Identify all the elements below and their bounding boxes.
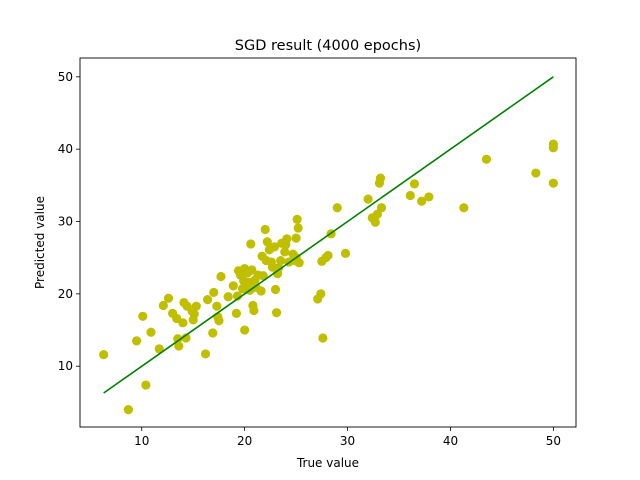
data-point: [294, 258, 304, 268]
data-point: [138, 311, 148, 321]
data-point: [132, 336, 142, 346]
data-point: [375, 173, 386, 183]
data-point: [340, 248, 351, 258]
x-tick-label: 40: [443, 434, 458, 448]
data-point: [240, 325, 250, 335]
data-point: [417, 196, 427, 206]
data-point: [200, 349, 211, 359]
data-point: [376, 203, 387, 213]
data-point: [323, 250, 333, 261]
data-point: [141, 380, 151, 390]
data-point: [256, 286, 266, 296]
data-point: [405, 190, 415, 201]
data-point: [173, 334, 183, 344]
data-point: [282, 234, 292, 244]
data-point: [246, 239, 256, 249]
axes-frame: [79, 57, 577, 428]
y-tick-label: 10: [58, 359, 73, 373]
data-point: [203, 295, 213, 305]
data-point: [481, 154, 492, 164]
data-point: [548, 143, 558, 153]
data-point: [247, 265, 257, 275]
data-point: [249, 305, 259, 316]
data-point: [209, 287, 219, 298]
data-point: [208, 328, 218, 338]
data-point: [318, 333, 328, 343]
data-point: [191, 301, 201, 311]
plot-area: [99, 76, 558, 415]
data-point: [223, 292, 233, 302]
chart-title: SGD result (4000 epochs): [235, 38, 421, 54]
data-point: [370, 217, 380, 227]
data-point: [276, 255, 286, 266]
data-point: [228, 281, 238, 291]
data-point: [531, 168, 541, 178]
y-axis: 10 20 30 40 50: [58, 70, 80, 373]
data-point: [232, 291, 243, 301]
data-point: [231, 308, 242, 319]
y-tick-label: 50: [58, 70, 73, 84]
data-point: [216, 271, 226, 282]
data-point: [424, 192, 434, 202]
data-point: [316, 289, 326, 299]
data-point: [189, 309, 199, 319]
x-tick-label: 50: [546, 434, 561, 448]
data-point: [258, 271, 268, 281]
data-point: [99, 350, 109, 360]
y-tick-label: 20: [58, 287, 73, 301]
data-point: [214, 316, 224, 326]
x-tick-label: 20: [237, 434, 252, 448]
x-tick-label: 10: [134, 434, 149, 448]
data-point: [269, 242, 280, 252]
data-point: [548, 178, 558, 188]
data-point: [270, 284, 281, 295]
data-point: [262, 237, 272, 247]
data-point: [174, 341, 184, 351]
data-point: [181, 333, 191, 343]
x-axis-label: True value: [296, 456, 359, 470]
y-tick-label: 30: [58, 215, 73, 229]
data-point: [178, 318, 188, 328]
data-point: [271, 308, 282, 318]
data-point: [292, 214, 302, 224]
y-axis-label: Predicted value: [33, 196, 47, 289]
data-point: [332, 203, 342, 213]
y-tick-label: 40: [58, 142, 73, 156]
data-point: [146, 327, 156, 337]
fit-line: [103, 76, 554, 394]
data-point: [158, 300, 168, 311]
data-point: [363, 194, 373, 204]
data-point: [459, 203, 469, 213]
data-point: [163, 293, 174, 303]
data-point: [409, 179, 420, 189]
data-point: [280, 247, 290, 257]
data-point: [154, 344, 164, 354]
x-tick-label: 30: [340, 434, 355, 448]
data-point: [293, 223, 303, 233]
data-point: [274, 263, 284, 273]
data-point: [260, 224, 270, 235]
x-axis: 10 20 30 40 50: [134, 427, 561, 448]
data-point: [123, 405, 133, 415]
data-point: [212, 301, 222, 311]
data-point: [291, 233, 301, 243]
